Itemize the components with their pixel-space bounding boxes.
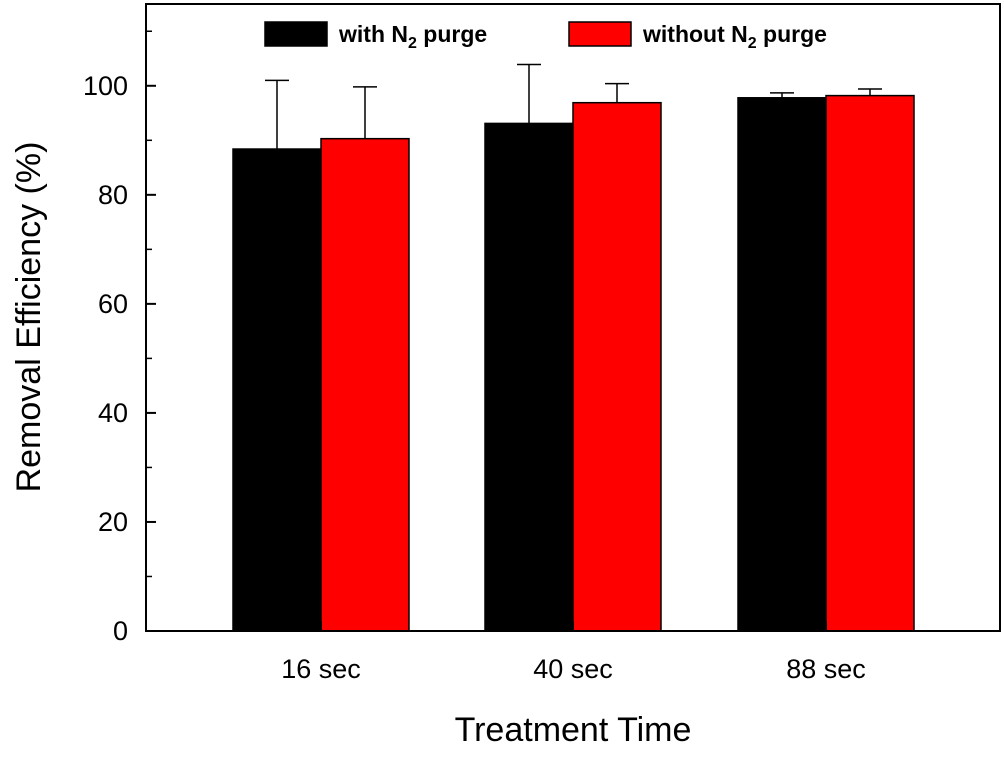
- bars-layer: [232, 94, 915, 632]
- legend-label-1: with N2 purge: [338, 21, 487, 52]
- legend-swatch-2: [568, 21, 632, 47]
- legend-swatch-1: [264, 21, 328, 47]
- y-tick-label-0: 0: [113, 616, 128, 646]
- x-tick-label-3: 88 sec: [786, 654, 866, 684]
- axis-ticks: 0 20 40 60 80 100 16 sec 40 sec 88 sec: [83, 30, 866, 684]
- legend: with N2 purge without N2 purge: [264, 21, 827, 52]
- legend-label-2: without N2 purge: [642, 21, 827, 52]
- bar-s1-40sec: [484, 122, 574, 632]
- x-axis-title: Treatment Time: [455, 711, 692, 749]
- bar-s2-88sec: [825, 94, 915, 632]
- y-tick-label-40: 40: [98, 398, 128, 428]
- bar-s2-40sec: [572, 101, 662, 632]
- y-tick-label-100: 100: [83, 71, 128, 101]
- y-tick-label-60: 60: [98, 289, 128, 319]
- bar-s2-16sec: [320, 137, 410, 632]
- error-bars-layer: [265, 63, 882, 150]
- y-tick-label-80: 80: [98, 180, 128, 210]
- x-tick-label-2: 40 sec: [533, 654, 613, 684]
- bar-s1-16sec: [232, 148, 322, 632]
- y-axis-title: Removal Efficiency (%): [10, 142, 48, 493]
- x-tick-label-1: 16 sec: [281, 654, 361, 684]
- bar-s1-88sec: [737, 97, 827, 632]
- y-tick-label-20: 20: [98, 507, 128, 537]
